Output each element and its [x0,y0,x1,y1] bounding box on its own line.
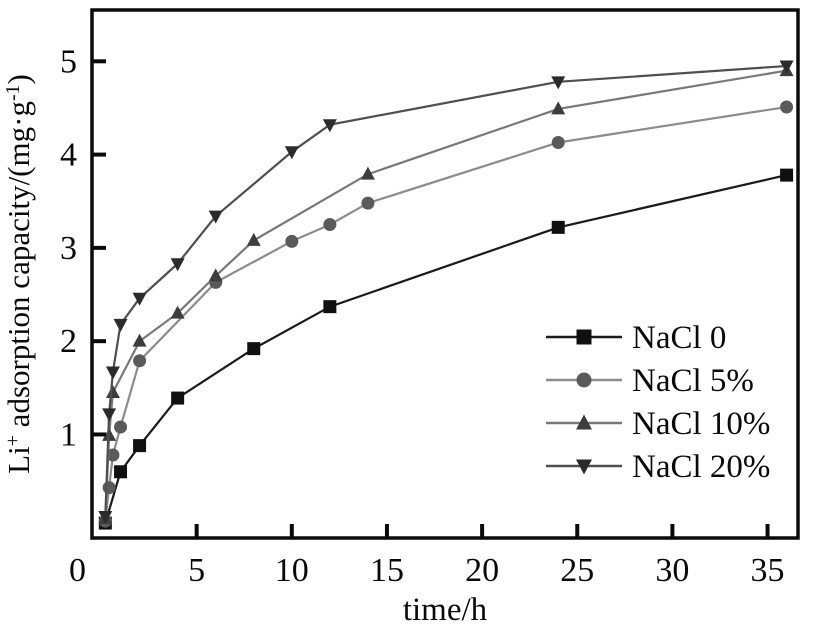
data-point [323,218,337,232]
data-point [360,166,375,180]
data-point [133,439,147,453]
plot-frame [90,8,800,540]
data-point [246,232,261,246]
data-point [102,408,117,422]
y-axis-title-text: Li [1,446,36,474]
series-nacl-0 [98,168,794,530]
data-point [323,300,337,314]
y-axis-title: Li+ adsorption capacity/(mg·g-1) [1,74,36,474]
data-point [780,168,794,182]
series-nacl-20- [98,60,794,525]
x-tick-label: 20 [465,552,499,589]
data-point [170,305,185,319]
data-point [102,481,116,495]
legend-item-nacl-5-: NaCl 5% [546,363,754,399]
data-point [170,258,185,272]
legend-label: NaCl 5% [632,363,754,399]
data-point [105,384,120,398]
data-point [132,292,147,306]
data-point [114,420,128,434]
legend-marker-circle-icon [576,372,592,388]
data-point [322,119,337,133]
data-point [551,135,565,149]
legend: NaCl 0 NaCl 5% NaCl 10% NaCl 20% [546,320,770,485]
legend-label: NaCl 0 [632,320,726,356]
data-point [106,448,120,462]
y-tick-label: 3 [60,230,77,267]
data-point [551,101,566,115]
legend-item-nacl-10-: NaCl 10% [546,406,770,442]
x-tick-label: 30 [655,552,689,589]
y-axis-title-superscript: -1 [2,85,24,102]
data-point [132,333,147,347]
x-tick-label: 35 [751,552,785,589]
y-axis-title-text: ) [1,74,36,84]
y-tick-label: 5 [60,43,77,80]
y-tick-label: 1 [60,416,77,453]
legend-label: NaCl 10% [632,406,770,442]
data-point [285,234,299,248]
y-axis-title-text: adsorption capacity/(mg·g [1,101,36,435]
data-point [284,146,299,160]
data-point [361,196,375,210]
data-point [171,391,185,405]
legend-item-nacl-20-: NaCl 20% [546,449,770,485]
x-tick-label: 10 [275,552,309,589]
data-point [779,60,794,74]
data-point [105,366,120,380]
x-tick-label: 5 [188,552,205,589]
y-axis-title-superscript: + [2,435,24,446]
x-tick-label: 0 [69,552,86,589]
data-point [247,342,261,356]
data-point [98,511,113,525]
data-point [113,318,128,332]
y-tick-label: 2 [60,323,77,360]
legend-item-nacl-0: NaCl 0 [546,320,726,356]
data-point [208,268,223,282]
data-point [133,354,147,368]
x-tick-label: 25 [560,552,594,589]
data-point [208,210,223,224]
data-point [114,465,128,479]
legend-marker-square-icon [576,329,592,345]
legend-marker-triangle-up-icon [576,414,592,430]
legend-marker-triangle-down-icon [576,459,592,475]
x-axis-title: time/h [403,592,488,628]
data-point [780,100,794,114]
legend-label: NaCl 20% [632,449,770,485]
x-tick-label: 15 [370,552,404,589]
data-point [551,76,566,90]
data-point [551,220,565,234]
y-tick-label: 4 [60,137,77,174]
